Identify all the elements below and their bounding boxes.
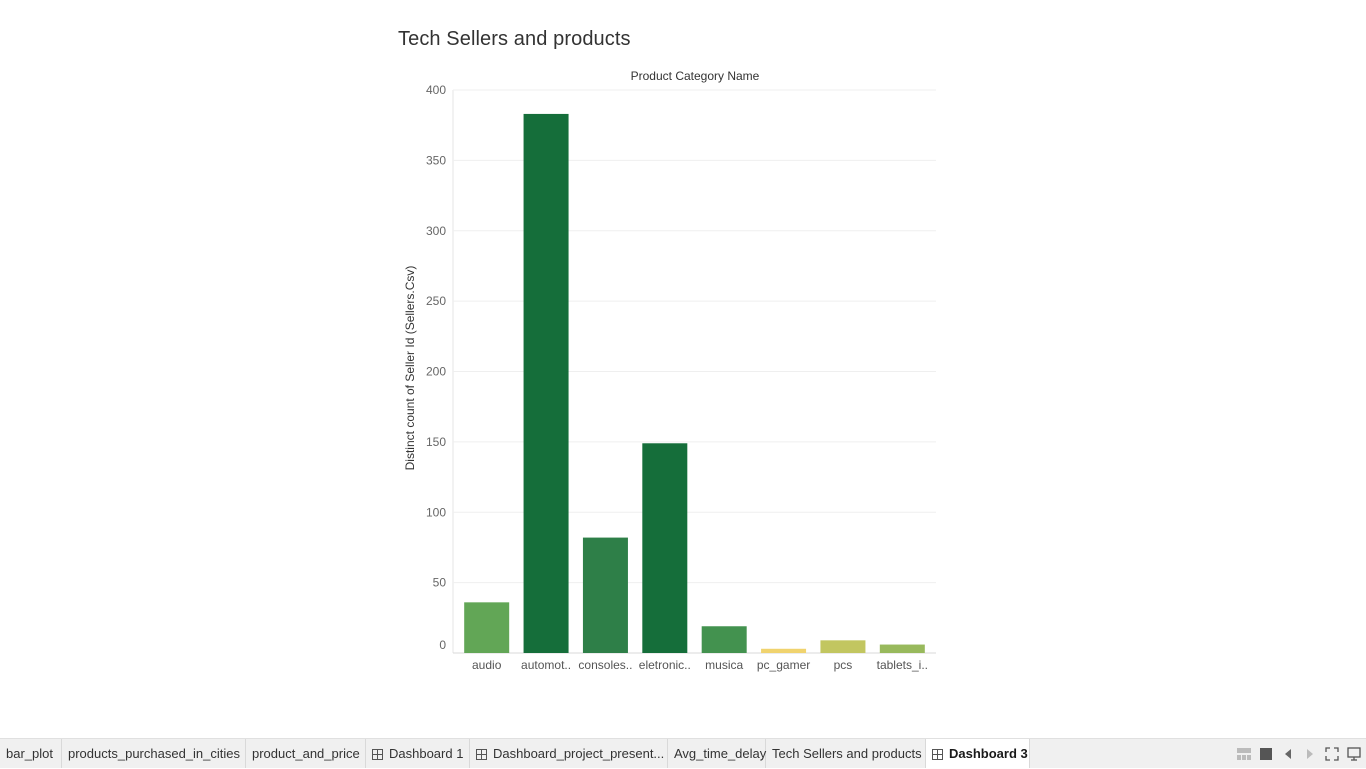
x-tick-label: musica bbox=[705, 658, 743, 672]
presentation-mode-icon[interactable] bbox=[1324, 746, 1340, 762]
bar-tablets_i[interactable] bbox=[879, 644, 925, 653]
x-tick-label: consoles.. bbox=[578, 658, 632, 672]
y-tick-label: 250 bbox=[426, 294, 446, 308]
x-axis-title: Product Category Name bbox=[631, 69, 760, 83]
x-tick-label: pcs bbox=[834, 658, 853, 672]
dashboard-icon bbox=[476, 748, 487, 760]
x-tick-label: tablets_i.. bbox=[877, 658, 928, 672]
sheet-tab-label: Dashboard 3 bbox=[949, 746, 1028, 761]
sheet-tab-1[interactable]: products_purchased_in_cities bbox=[62, 739, 246, 768]
next-sheet-icon[interactable] bbox=[1302, 746, 1318, 762]
y-tick-label: 100 bbox=[426, 505, 446, 519]
sheet-tab-6[interactable]: Tech Sellers and products bbox=[766, 739, 926, 768]
sheet-tab-label: Avg_time_delay bbox=[674, 746, 767, 761]
sheet-tab-bar: bar_plot products_purchased_in_cities prod… bbox=[0, 738, 1366, 768]
y-tick-label: 400 bbox=[426, 83, 446, 97]
x-tick-label: eletronic.. bbox=[639, 658, 691, 672]
x-tick-label: pc_gamer bbox=[757, 658, 810, 672]
bar-chart: Product Category Name Distinct count of … bbox=[403, 69, 936, 672]
x-tick-label: audio bbox=[472, 658, 502, 672]
sheet-tab-7[interactable]: Dashboard 3 bbox=[926, 739, 1030, 768]
y-tick-label: 200 bbox=[426, 365, 446, 379]
page-title: Tech Sellers and products bbox=[398, 28, 631, 50]
sheet-tab-4[interactable]: Dashboard_project_present... bbox=[470, 739, 668, 768]
sheet-tab-label: products_purchased_in_cities bbox=[68, 746, 240, 761]
y-tick-label: 50 bbox=[433, 576, 447, 590]
bar-musica[interactable] bbox=[701, 626, 747, 653]
bar-pcs[interactable] bbox=[820, 640, 866, 653]
sheet-tab-label: bar_plot bbox=[6, 746, 53, 761]
sheet-tab-2[interactable]: product_and_price bbox=[246, 739, 366, 768]
sheet-tab-label: Dashboard_project_present... bbox=[493, 746, 665, 761]
show-tabs-icon[interactable] bbox=[1258, 746, 1274, 762]
sheet-tab-label: Tech Sellers and products bbox=[772, 746, 922, 761]
sheet-tab-label: Dashboard 1 bbox=[389, 746, 464, 761]
y-tick-label: 300 bbox=[426, 224, 446, 238]
sheet-tab-3[interactable]: Dashboard 1 bbox=[366, 739, 470, 768]
bar-audio[interactable] bbox=[464, 602, 510, 653]
previous-sheet-icon[interactable] bbox=[1280, 746, 1296, 762]
y-tick-label: 150 bbox=[426, 435, 446, 449]
bar-automot[interactable] bbox=[523, 113, 569, 654]
y-tick-label: 350 bbox=[426, 153, 446, 167]
bar-consoles[interactable] bbox=[582, 537, 628, 653]
sheet-tab-label: product_and_price bbox=[252, 746, 360, 761]
sheet-navigation-controls bbox=[1236, 739, 1362, 769]
device-preview-icon[interactable] bbox=[1346, 746, 1362, 762]
x-tick-label: automot.. bbox=[521, 658, 571, 672]
y-tick-label: 0 bbox=[439, 638, 446, 652]
bar-pc_gamer[interactable] bbox=[761, 648, 807, 653]
dashboard-icon bbox=[932, 748, 943, 760]
sheet-tab-0[interactable]: bar_plot bbox=[0, 739, 62, 768]
sheet-tab-5[interactable]: Avg_time_delay bbox=[668, 739, 766, 768]
show-filmstrip-icon[interactable] bbox=[1236, 746, 1252, 762]
bar-eletronic[interactable] bbox=[642, 443, 688, 653]
y-axis-title: Distinct count of Seller Id (Sellers.Csv… bbox=[403, 266, 417, 471]
dashboard-icon bbox=[372, 748, 383, 760]
